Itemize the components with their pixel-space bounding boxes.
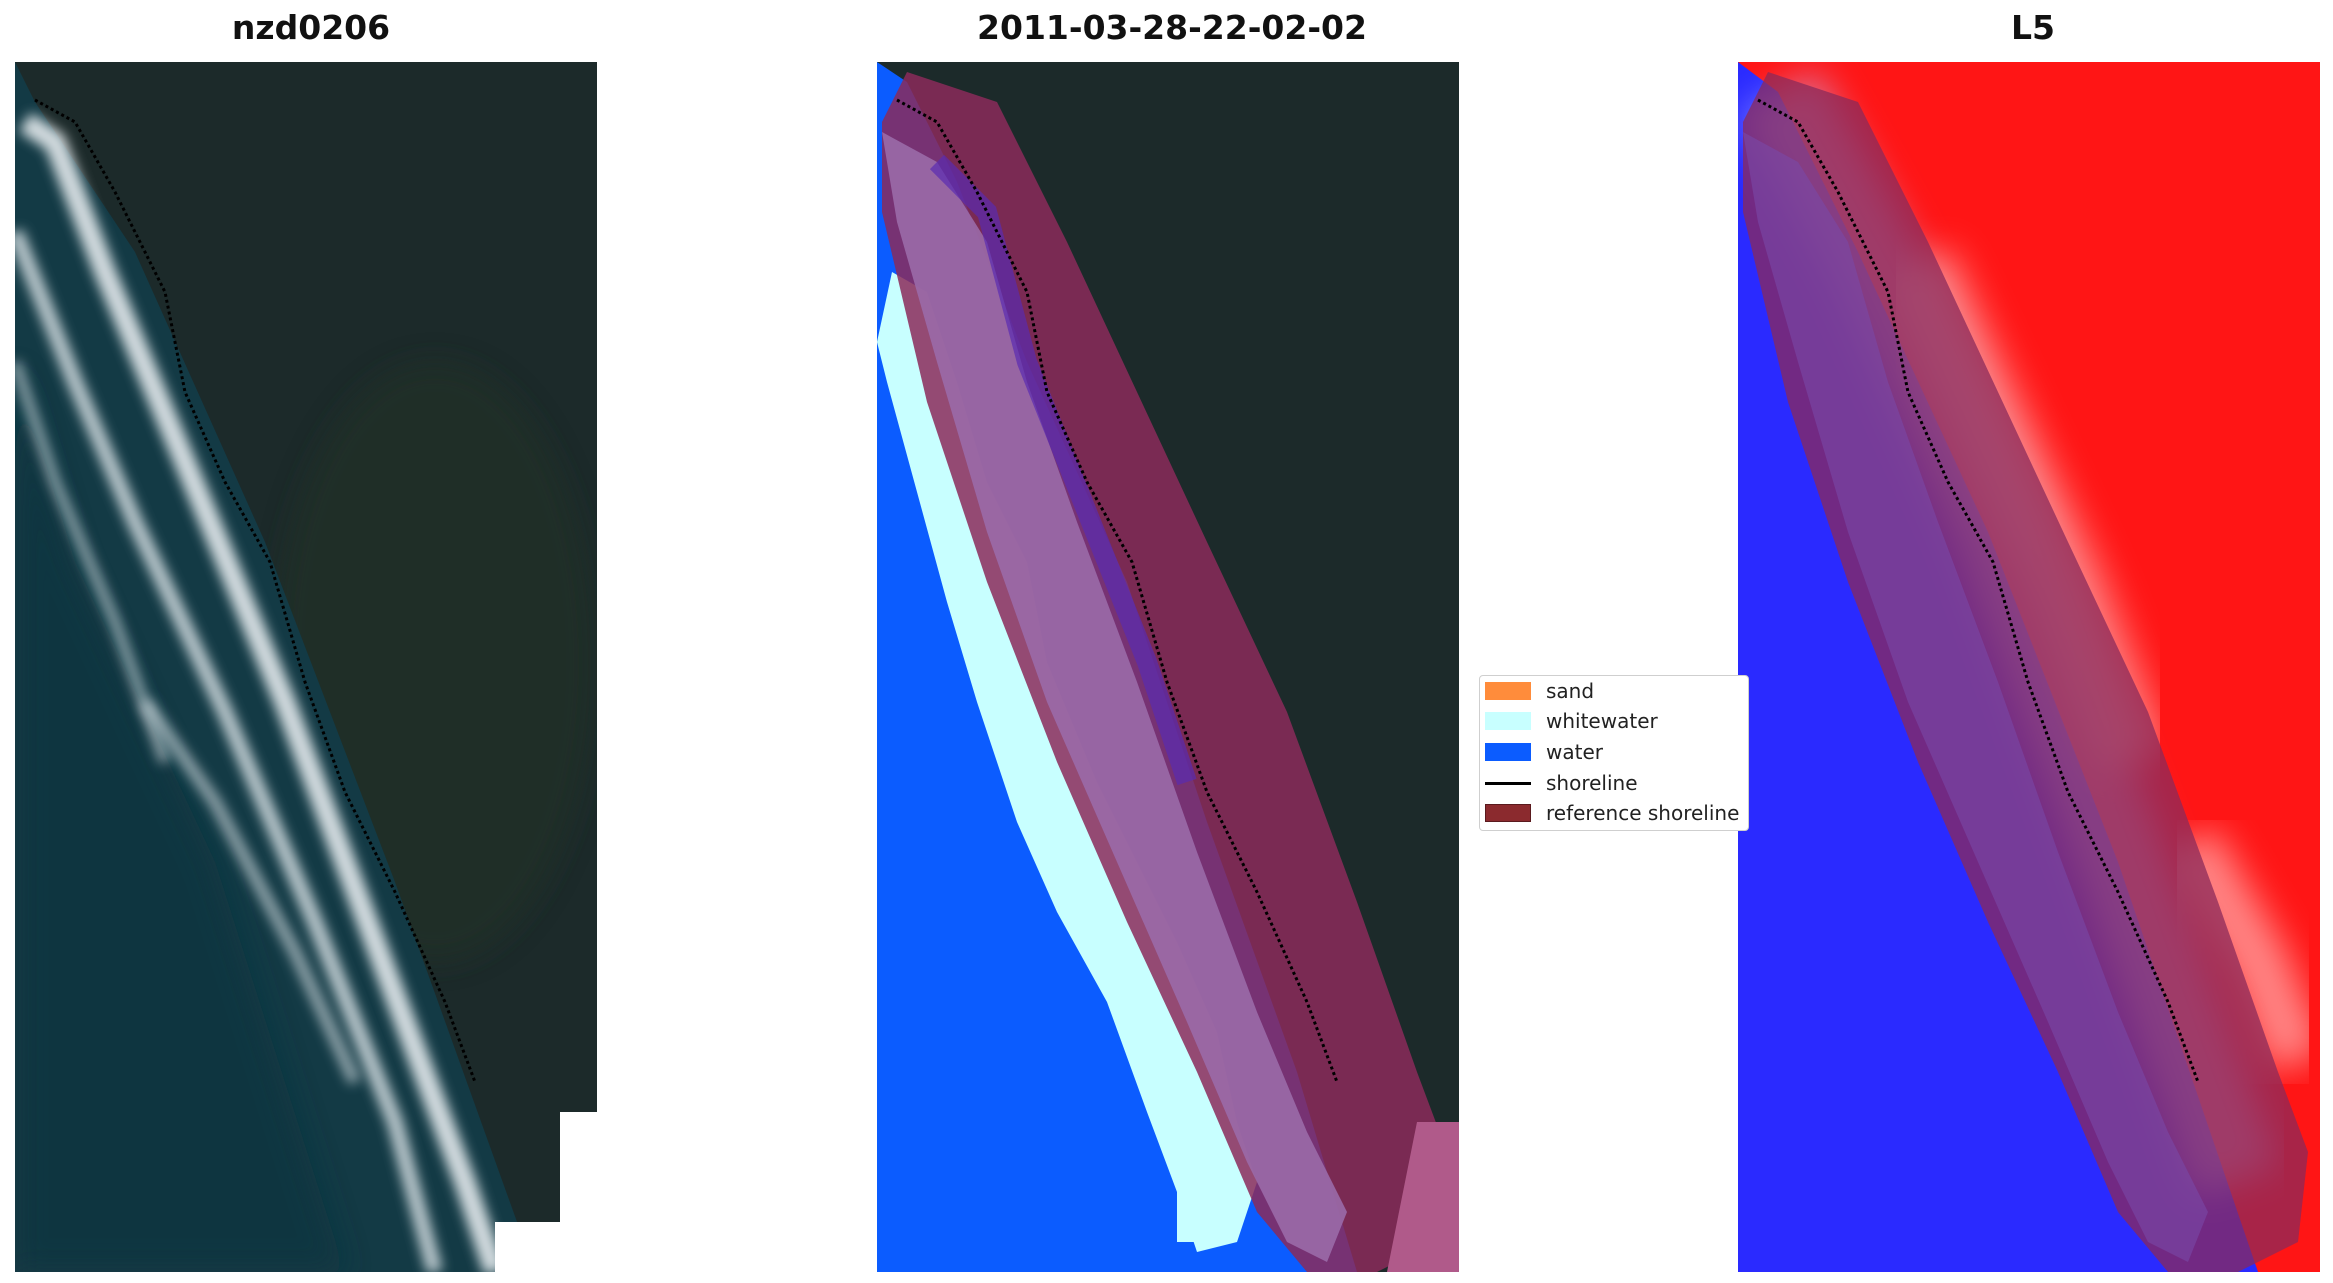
whitewater-swatch (1485, 712, 1531, 730)
sand-swatch (1485, 682, 1531, 700)
index-image (1738, 62, 2320, 1272)
classified-image (877, 62, 1459, 1272)
legend-label: shoreline (1546, 771, 1638, 795)
legend-label: reference shoreline (1546, 801, 1740, 825)
legend-label: sand (1546, 679, 1595, 703)
shoreline-line-swatch (1485, 782, 1531, 785)
legend: sand whitewater water shoreline referenc… (1479, 675, 1749, 831)
index-image-panel (1738, 62, 2320, 1272)
legend-label: water (1546, 740, 1603, 764)
legend-label: whitewater (1546, 709, 1658, 733)
rgb-satellite-image (15, 62, 597, 1272)
reference-shoreline-swatch (1485, 804, 1531, 822)
rgb-image-panel (15, 62, 597, 1272)
classified-image-panel (877, 62, 1459, 1272)
panel-title-rgb: nzd0206 (231, 8, 391, 47)
panel-title-classified: 2011-03-28-22-02-02 (977, 8, 1367, 47)
panel-title-index: L5 (2011, 8, 2055, 47)
water-swatch (1485, 743, 1531, 761)
